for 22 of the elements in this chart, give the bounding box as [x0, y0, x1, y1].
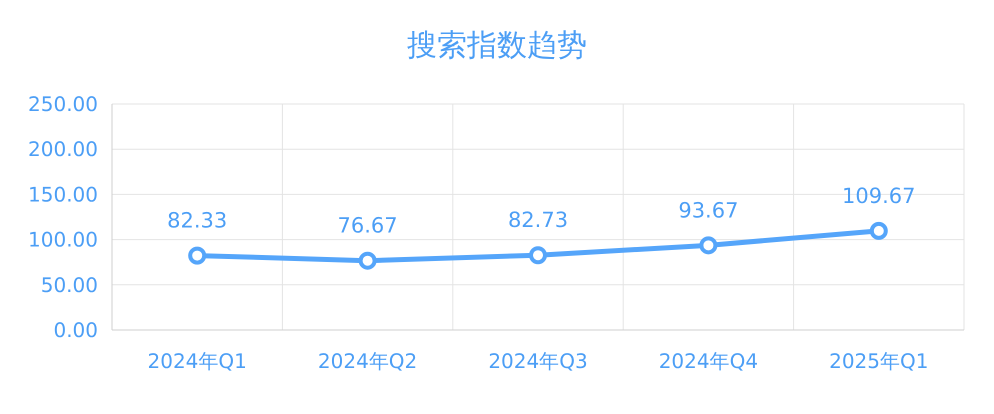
chart-title: 搜索指数趋势 — [407, 28, 587, 63]
data-label: 76.67 — [338, 214, 398, 238]
x-tick-label: 2024年Q2 — [318, 349, 418, 373]
y-tick-label: 200.00 — [28, 137, 98, 162]
x-tick-label: 2025年Q1 — [829, 349, 928, 373]
y-tick-label: 0.00 — [53, 318, 98, 342]
y-tick-label: 250.00 — [28, 92, 98, 116]
x-tick-label: 2024年Q3 — [488, 349, 588, 373]
point — [870, 222, 888, 240]
point — [699, 236, 718, 254]
y-tick-label: 50.00 — [40, 272, 98, 297]
y-tick-label: 100.00 — [28, 228, 98, 252]
x-tick-label: 2024年Q1 — [148, 349, 247, 373]
data-label: 109.67 — [842, 184, 916, 208]
point — [188, 246, 206, 265]
data-label: 82.33 — [167, 208, 228, 233]
y-tick-label: 150.00 — [28, 182, 98, 206]
point — [529, 246, 547, 264]
data-label: 93.67 — [678, 198, 738, 222]
data-label: 82.73 — [508, 208, 568, 232]
x-tick-label: 2024年Q4 — [658, 349, 758, 373]
point — [358, 252, 377, 270]
